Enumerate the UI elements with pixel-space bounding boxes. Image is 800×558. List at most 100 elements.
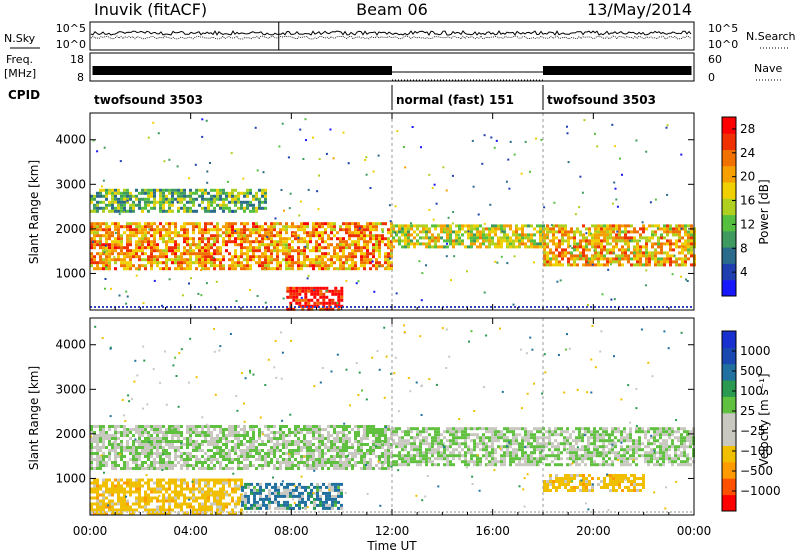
velocity-cell xyxy=(357,449,360,452)
power-cell xyxy=(201,252,204,255)
power-cell xyxy=(342,240,345,243)
power-cell xyxy=(225,231,228,234)
velocity-cell xyxy=(521,439,524,442)
power-cell xyxy=(174,225,177,228)
velocity-cell xyxy=(258,428,261,431)
velocity-cell xyxy=(363,428,366,431)
velocity-cell xyxy=(312,464,315,467)
velocity-cell xyxy=(437,427,440,430)
power-cell xyxy=(567,251,570,254)
power-cell xyxy=(657,263,660,266)
velocity-cell xyxy=(96,452,99,455)
power-cell xyxy=(279,228,282,231)
velocity-cell xyxy=(410,442,413,445)
power-panel xyxy=(90,113,696,311)
power-cell xyxy=(102,222,105,225)
velocity-cell xyxy=(566,427,569,430)
power-cell xyxy=(237,228,240,231)
velocity-cell xyxy=(363,461,366,464)
power-cell xyxy=(201,255,204,258)
power-cell xyxy=(618,224,621,227)
velocity-cell xyxy=(168,446,171,449)
velocity-cell xyxy=(446,457,449,460)
velocity-cell xyxy=(102,491,105,494)
velocity-cell xyxy=(225,458,228,461)
power-cell xyxy=(243,240,246,243)
power-cell xyxy=(336,252,339,255)
power-cell xyxy=(452,230,455,233)
velocity-cell xyxy=(276,458,279,461)
power-cell xyxy=(555,245,558,248)
power-cell xyxy=(588,242,591,245)
velocity-cell xyxy=(506,448,509,451)
power-cell xyxy=(243,264,246,267)
power-cell xyxy=(180,234,183,237)
velocity-cell xyxy=(668,457,671,460)
power-cell xyxy=(615,236,618,239)
velocity-cell xyxy=(452,430,455,433)
velocity-cell xyxy=(434,457,437,460)
velocity-cell xyxy=(524,436,527,439)
velocity-cell xyxy=(443,448,446,451)
power-cell xyxy=(102,195,105,198)
power-cell xyxy=(165,249,168,252)
power-cell xyxy=(627,230,630,233)
velocity-cell xyxy=(153,461,156,464)
velocity-cell xyxy=(602,442,605,445)
velocity-cell xyxy=(159,446,162,449)
velocity-cell xyxy=(641,427,644,430)
power-cell xyxy=(237,231,240,234)
power-cell xyxy=(479,224,482,227)
velocity-cell xyxy=(407,427,410,430)
power-cell xyxy=(153,240,156,243)
power-cell xyxy=(288,255,291,258)
velocity-cell xyxy=(318,443,321,446)
power-cell xyxy=(99,252,102,255)
power-cell xyxy=(237,234,240,237)
velocity-cell xyxy=(515,448,518,451)
power-cell xyxy=(93,267,96,270)
velocity-cell xyxy=(668,448,671,451)
power-cell xyxy=(667,124,669,126)
power-cell xyxy=(267,264,270,267)
power-cell xyxy=(533,261,535,263)
power-cell xyxy=(138,237,141,240)
power-cell xyxy=(564,254,567,257)
power-cell xyxy=(265,302,267,304)
power-cell xyxy=(108,234,111,237)
velocity-cell xyxy=(653,430,656,433)
power-cell xyxy=(292,296,295,299)
power-cell xyxy=(508,188,510,190)
power-cell xyxy=(162,255,165,258)
velocity-cell xyxy=(647,457,650,460)
power-cell xyxy=(567,260,570,263)
power-cell xyxy=(96,234,99,237)
velocity-cell xyxy=(581,457,584,460)
velocity-cell xyxy=(626,457,629,460)
velocity-cell xyxy=(279,443,282,446)
velocity-cell xyxy=(354,464,357,467)
power-cell xyxy=(318,208,320,210)
power-cell xyxy=(304,287,307,290)
velocity-cell xyxy=(644,457,647,460)
power-cell xyxy=(201,258,204,261)
power-cell xyxy=(270,252,273,255)
power-cell xyxy=(159,207,162,210)
velocity-cell xyxy=(303,425,306,428)
power-cell xyxy=(285,264,288,267)
power-cell xyxy=(200,269,202,271)
power-cell xyxy=(576,227,579,230)
velocity-cell xyxy=(102,437,105,440)
power-cell xyxy=(485,245,488,248)
velocity-cell xyxy=(629,433,632,436)
power-cell xyxy=(354,261,357,264)
power-cell xyxy=(339,228,342,231)
power-cell xyxy=(624,224,627,227)
power-cell xyxy=(573,254,576,257)
power-cell xyxy=(333,261,336,264)
velocity-cell xyxy=(132,443,135,446)
velocity-cell xyxy=(213,455,216,458)
velocity-cell xyxy=(156,491,159,494)
velocity-cell xyxy=(605,460,608,463)
power-cell xyxy=(315,225,318,228)
